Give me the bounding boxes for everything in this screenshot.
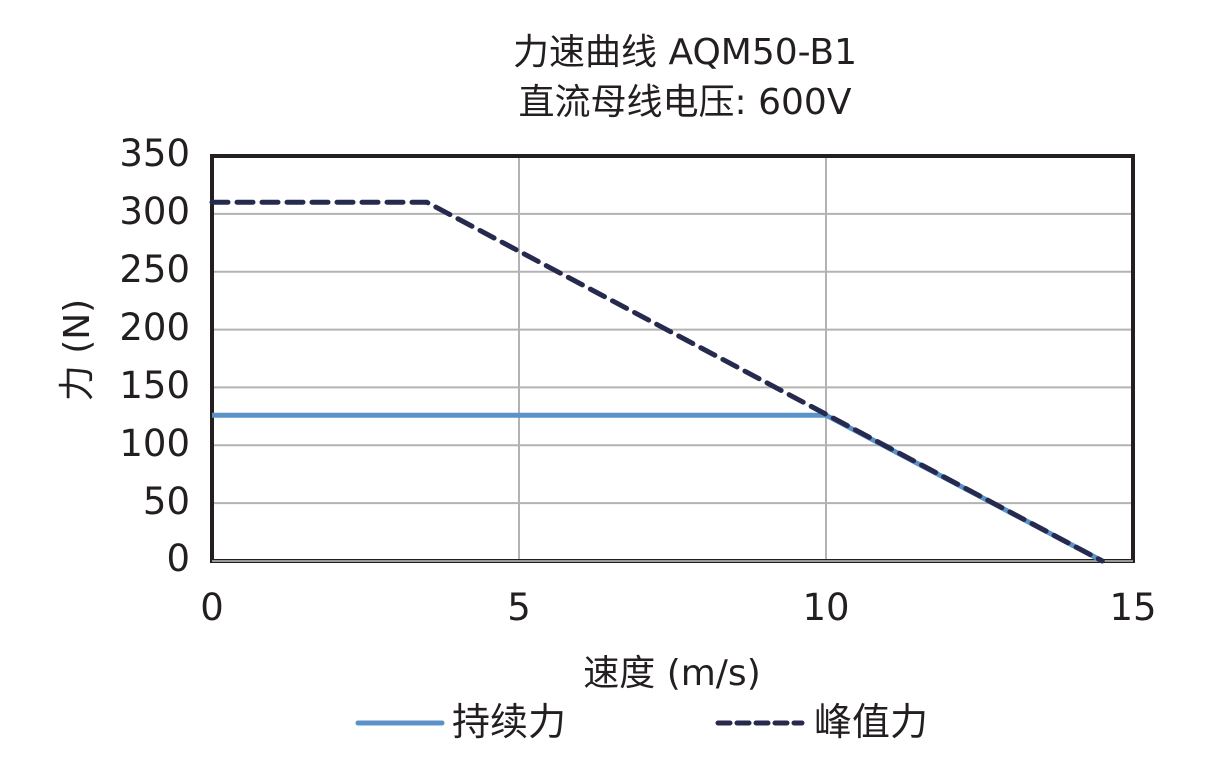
legend-continuous-label: 持续力	[452, 700, 567, 744]
x-tick-label: 15	[1109, 586, 1157, 629]
y-axis-label: 力 (N)	[57, 298, 98, 402]
x-tick-label: 10	[802, 586, 850, 629]
chart-subtitle: 直流母线电压: 600V	[518, 82, 852, 123]
x-tick-label: 5	[507, 586, 531, 629]
x-axis-label: 速度 (m/s)	[583, 653, 761, 694]
chart-title: 力速曲线 AQM50-B1	[513, 32, 857, 73]
y-tick-label: 250	[119, 248, 190, 291]
legend-peak-label: 峰值力	[814, 700, 929, 744]
y-tick-label: 350	[119, 132, 190, 175]
y-tick-label: 300	[119, 190, 190, 233]
y-tick-label: 150	[119, 364, 190, 407]
y-tick-label: 200	[119, 306, 190, 349]
x-tick-label: 0	[200, 586, 224, 629]
plot-frame	[210, 154, 1135, 563]
y-tick-label: 0	[166, 537, 190, 580]
y-tick-label: 100	[119, 422, 190, 465]
series-peak-force	[209, 199, 1105, 564]
gridlines	[211, 155, 1134, 562]
y-tick-label: 50	[142, 480, 190, 523]
